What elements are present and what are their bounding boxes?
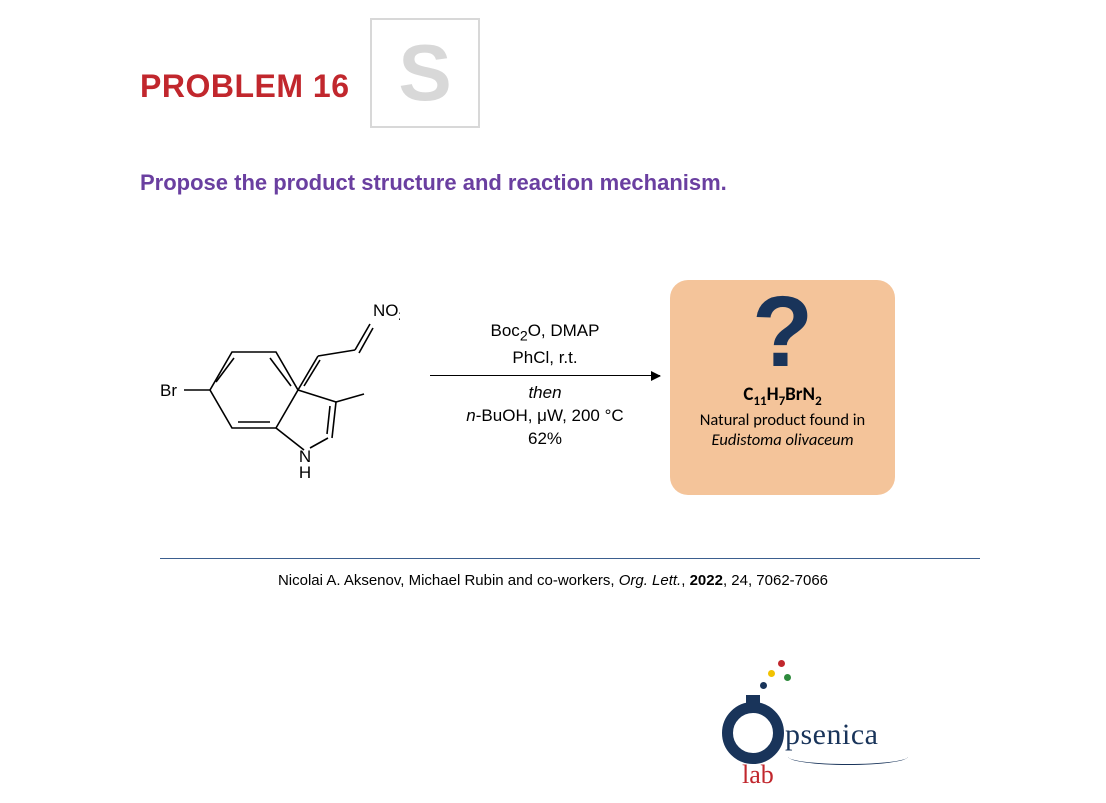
nat-line2: Eudistoma olivaceum — [711, 430, 853, 450]
citation-year: 2022 — [690, 572, 723, 589]
nat-line1: Natural product found in — [700, 410, 865, 430]
svg-text:NO2: NO2 — [373, 301, 400, 323]
citation-journal: Org. Lett. — [619, 572, 682, 589]
logo-text: psenica — [785, 718, 878, 752]
logo-dot-icon — [760, 682, 767, 689]
logo-lab-text: lab — [742, 760, 774, 790]
divider — [160, 558, 980, 559]
formula-c-n: 11 — [753, 394, 766, 409]
formula-brn: BrN — [785, 383, 815, 406]
formula-c: C — [743, 383, 753, 406]
no2-label: NO — [373, 301, 399, 320]
page-title: PROBLEM 16 — [140, 68, 349, 105]
reaction-arrow — [430, 375, 660, 376]
natural-product-note: Natural product found in Eudistoma oliva… — [680, 411, 885, 451]
formula-n-n: 2 — [815, 394, 822, 409]
opsenica-lab-logo: psenica lab — [710, 660, 920, 790]
br-label: Br — [160, 381, 177, 400]
logo-dot-icon — [784, 674, 791, 681]
cond-buoh: -BuOH, — [476, 406, 537, 425]
conditions-bottom: then n-BuOH, μW, 200 °C 62% — [420, 382, 670, 451]
cond-boc: Boc — [491, 321, 520, 340]
citation-sep1: , — [681, 572, 689, 589]
cond-boc-sub: 2 — [520, 328, 528, 344]
logo-dot-icon — [778, 660, 785, 667]
reaction-arrow-block: Boc2O, DMAP PhCl, r.t. then n-BuOH, μW, … — [420, 320, 670, 451]
question-mark-icon: ? — [680, 290, 885, 375]
cond-post: W, 200 °C — [547, 406, 624, 425]
cond-then: then — [528, 383, 561, 402]
s-watermark-box: S — [370, 18, 480, 128]
molecular-formula: C11H7BrN2 — [680, 383, 885, 409]
cond-mu: μ — [537, 406, 547, 425]
conditions-top: Boc2O, DMAP PhCl, r.t. — [420, 320, 670, 369]
logo-underline — [788, 755, 908, 765]
logo-dot-icon — [768, 670, 775, 677]
citation-authors: Nicolai A. Aksenov, Michael Rubin and co… — [278, 572, 619, 589]
citation: Nicolai A. Aksenov, Michael Rubin and co… — [0, 572, 1106, 589]
formula-h: H — [767, 383, 779, 406]
no2-sub: 2 — [399, 309, 401, 323]
cond-top-line2: PhCl, r.t. — [512, 348, 577, 367]
cond-n: n — [466, 406, 475, 425]
cond-yield: 62% — [528, 429, 562, 448]
citation-rest: , 24, 7062-7066 — [723, 572, 828, 589]
logo-ring-icon — [722, 702, 784, 764]
problem-prompt: Propose the product structure and reacti… — [140, 170, 727, 196]
cond-top-rest: O, DMAP — [528, 321, 600, 340]
s-letter: S — [398, 27, 451, 119]
reaction-scheme: NO2 Br N H Boc2O, DMAP PhCl, r.t. then n… — [140, 280, 970, 540]
starting-material-structure: NO2 Br N H — [160, 290, 400, 490]
h-label: H — [299, 463, 311, 482]
product-box: ? C11H7BrN2 Natural product found in Eud… — [670, 280, 895, 495]
